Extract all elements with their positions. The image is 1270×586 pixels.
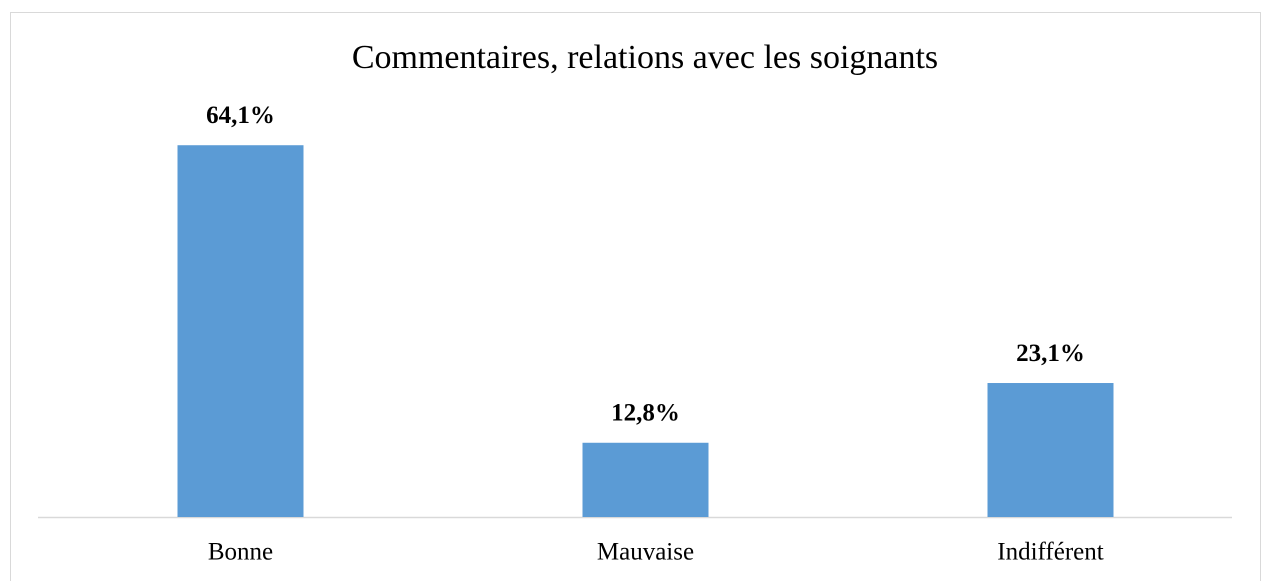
data-label: 12,8% (611, 399, 680, 426)
x-tick-label: Indifférent (997, 539, 1103, 566)
data-label: 64,1% (206, 102, 275, 129)
x-tick-label: Mauvaise (597, 539, 694, 566)
chart-frame (10, 12, 1261, 586)
bar (987, 383, 1114, 517)
bar (177, 145, 304, 517)
x-tick-label: Bonne (208, 539, 273, 566)
data-label: 23,1% (1016, 340, 1085, 367)
bar (582, 442, 709, 517)
chart-title: Commentaires, relations avec les soignan… (352, 39, 938, 76)
